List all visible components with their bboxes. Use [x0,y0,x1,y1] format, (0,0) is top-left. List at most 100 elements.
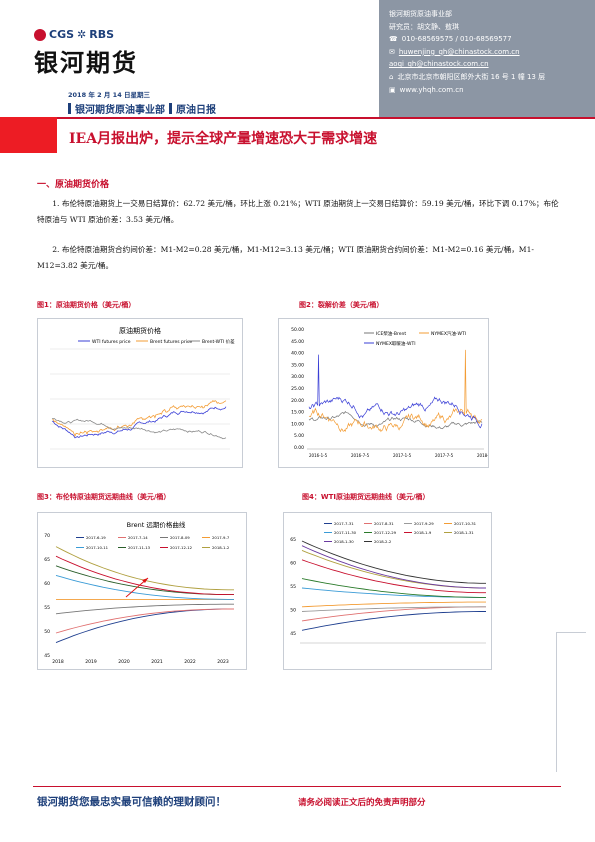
figure-3-xtick: 2022 [184,659,196,665]
figure-3-ytick: 55 [44,605,50,611]
figure-2: 50.00 45.00 40.00 35.00 30.00 25.00 20.00 15.00… [278,318,489,468]
figure-2-series-gasoline [308,349,483,433]
paragraph-1: 1. 布伦特原油期货上一交易日结算价：62.72 美元/桶，环比上涨 0.21%… [37,199,559,224]
figure-4-curve [301,601,486,608]
figure-4-curve [301,559,486,594]
header-phone: 010-68569575 / 010-68569577 [401,35,512,44]
header-address: 北京市北京市朝阳区郎外大街 16 号 1 幢 13 层 [397,72,546,81]
figure-2-chart: 50.00 45.00 40.00 35.00 30.00 25.00 20.00 15.00… [291,327,488,458]
figure-4-curve [301,606,486,622]
figure-2-ytick: 5.00 [294,433,304,439]
figure-3-ytick: 50 [44,629,50,635]
figure-3-curve [55,603,234,615]
figure-2-ytick: 50.00 [291,327,304,333]
figure-2-ytick: 35.00 [291,362,304,368]
figure-4-ytick: 65 [290,537,296,543]
figure-3-legend-entry: 2017-10-11 [86,545,109,550]
figure-2-ytick: 15.00 [291,410,304,416]
contact-box: 银河期货原油事业部 研究员：胡文静、敖琪 ☎ 010-68569575 / 010… [379,0,595,118]
paragraph-2: 2. 布伦特原油期货合约间价差：M1-M2=0.28 美元/桶，M1-M12=3… [37,245,534,270]
figure-1-series-wti [51,406,227,439]
bar-marker-icon [169,103,172,114]
figure-2-xtick: 2017-1-5 [393,453,412,458]
figure-4-ytick: 50 [290,608,296,614]
figure-4-label: 图4：WTI原油期货远期曲线（美元/桶） [302,493,430,501]
figure-4-legend-entry: 2018-1-30 [334,539,354,544]
figure-3-legend-entry: 2017-12-12 [170,545,193,550]
figure-4-legend-entry: 2017-10-31 [454,521,477,526]
logo-rbs: RBS [89,28,115,41]
figure-2-xtick: 2017-7-5 [435,453,454,458]
figure-4-chart: 65 60 55 50 45 2017-7-31 2017-8-31 2017-9-29 20… [290,521,486,644]
title-bar [57,117,595,153]
figure-2-ytick: 40.00 [291,351,304,357]
header-dept: 银河期货原油事业部 [389,10,452,18]
figure-3-ytick: 45 [44,653,50,659]
header-website[interactable]: www.yhqh.com.cn [399,85,464,94]
mail-icon: ✉ [389,47,395,56]
dept-line: 银河期货原油事业部 原油日报 [68,101,216,116]
figure-4-ytick: 60 [290,561,296,567]
figure-2-ytick: 25.00 [291,386,304,392]
figure-3-curve [55,608,234,634]
footer-disclaimer: 请务必阅读正文后的免责声明部分 [298,798,426,808]
figure-3-curve [55,555,234,596]
figure-2-xtick: 2016-1-5 [309,453,328,458]
section-title: 一、原油期货价格 [37,180,110,190]
logo-cgs: CGS [49,28,75,41]
figure-4-curve [301,545,486,589]
report-date: 2018 年 2 月 14 日星期三 [68,91,150,99]
figure-3-legend-entry: 2017-11-13 [128,545,151,550]
location-icon: ⌂ [389,72,394,81]
figure-4: 65 60 55 50 45 2017-7-31 2017-8-31 2017-9-29 20… [283,512,492,670]
figure-4-legend-entry: 2017-9-29 [414,521,434,526]
web-icon: ▣ [389,85,396,94]
figure-2-series-heating [308,354,483,429]
figure-4-legend-entry: 2017-12-29 [374,530,397,535]
figure-1-series-spread [51,418,227,440]
figure-2-legend-1: ICE柴油-Brent [376,330,406,337]
figure-4-legend-entry: 2017-8-31 [374,521,394,526]
figure-4-curve [301,578,486,598]
figure-2-ytick: 0.00 [294,445,304,451]
side-decoration [556,632,586,772]
figure-2-legend-2: NYMEX汽油-WTI [431,330,466,337]
figure-4-legend-entry: 2017-11-30 [334,530,357,535]
figure-2-series-diesel [308,410,483,430]
figure-3-label: 图3：布伦特原油期货远期曲线（美元/桶） [37,493,171,501]
figure-4-curve [301,611,486,631]
rbs-logo-icon: ✲ [77,28,87,41]
figure-4-legend-entry: 2018-1-31 [454,530,474,535]
figure-2-ytick: 30.00 [291,374,304,380]
figure-2-label: 图2：裂解价差（美元/桶） [299,301,384,309]
figure-3-legend-entry: 2017-8-09 [170,535,190,540]
figure-4-legend-entry: 2018-1-9 [414,530,432,535]
figure-1-title: 原油期货价格 [119,326,161,335]
figure-3-ytick: 65 [44,557,50,563]
figure-2-ytick: 10.00 [291,421,304,427]
figure-1-chart: 原油期货价格 WTI futures price Brent futures p… [50,326,235,450]
arrow-head-icon [142,578,148,583]
figure-2-legend-3: NYMEX取暖油-WTI [376,340,416,347]
figure-3-legend-entry: 2018-1-2 [212,545,230,550]
footer-slogan: 银河期货您最忠实最可信赖的理财顾问！ [37,796,226,808]
figure-4-legend-entry: 2017-7-31 [334,521,354,526]
figure-2-ytick: 45.00 [291,339,304,345]
header-researchers: 研究员：胡文静、敖琪 [389,22,459,31]
figure-3-chart: Brent 远期价格曲线 70 65 60 55 50 45 2018 2019 2020 20… [44,520,234,665]
figure-1-legend-3: Brent-WTI 价差 [202,338,235,345]
figure-1: 原油期货价格 WTI futures price Brent futures p… [37,318,243,468]
title-accent [0,117,57,153]
figure-1-legend-2: Brent futures price [150,339,192,345]
figure-2-xtick: 2018-1-5 [477,453,488,458]
bar-marker-icon [68,103,71,114]
figure-1-series-brent [51,400,227,438]
figure-3-curve [55,574,234,600]
figure-4-ytick: 45 [290,631,296,637]
figure-3-xtick: 2023 [217,659,229,665]
header-email-1[interactable]: huwenjing_qh@chinastock.com.cn [398,47,520,56]
figure-3-legend-entry: 2017-6-19 [86,535,106,540]
header-email-2[interactable]: aoqi_qh@chinastock.com.cn [389,60,489,69]
figure-4-legend-entry: 2018-2-2 [374,539,392,544]
figure-4-ytick: 55 [290,584,296,590]
